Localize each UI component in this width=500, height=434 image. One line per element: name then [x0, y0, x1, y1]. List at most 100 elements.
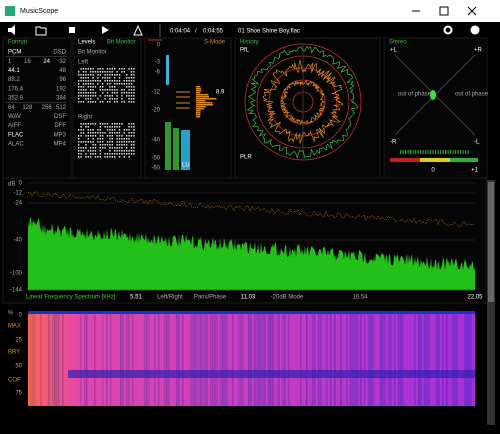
- spectrogram-stripe: [290, 311, 292, 406]
- format-option[interactable]: 352.8: [8, 96, 24, 102]
- spectrogram-stripe: [140, 311, 142, 406]
- format-option[interactable]: 256: [42, 105, 53, 111]
- format-option[interactable]: 128: [22, 105, 33, 111]
- spectrogram-stripe: [444, 311, 446, 406]
- format-option[interactable]: PCM: [8, 50, 21, 56]
- format-option[interactable]: DFF: [54, 123, 66, 129]
- spectrogram-stripe: [430, 311, 432, 406]
- info-button[interactable]: [470, 25, 480, 35]
- channel-label: Left: [78, 60, 88, 66]
- bit-cell: [87, 126, 89, 128]
- format-option[interactable]: 96: [59, 77, 66, 83]
- bit-cell: [104, 144, 106, 146]
- histogram-bar: [196, 88, 201, 90]
- settings-button[interactable]: [443, 25, 453, 35]
- bit-cell: [130, 86, 133, 88]
- format-option[interactable]: ALAC: [8, 142, 24, 148]
- bit-cell: [99, 101, 101, 103]
- correlation-tick: [407, 150, 409, 154]
- maximize-button[interactable]: [439, 6, 449, 16]
- bit-cell: [109, 71, 111, 73]
- bit-cell: [106, 68, 109, 70]
- bit-cell: [114, 86, 116, 88]
- bit-cell: [114, 132, 116, 134]
- histogram-bar: [196, 106, 206, 108]
- duration-time: 0:04:55: [203, 29, 224, 35]
- format-option[interactable]: DSF: [54, 114, 66, 120]
- spectrogram-stripe: [240, 311, 242, 406]
- spectrogram-stripe: [100, 311, 102, 406]
- spectrogram-stripe: [468, 311, 470, 406]
- spectrogram-stripe: [390, 311, 392, 406]
- bit-cell: [128, 80, 130, 82]
- histogram-bar: [196, 112, 201, 114]
- open-button[interactable]: [35, 26, 47, 36]
- eject-button[interactable]: [133, 24, 143, 36]
- format-option[interactable]: WAV: [8, 114, 21, 120]
- histogram-bar: [196, 94, 209, 96]
- spectrogram-stripe: [132, 311, 134, 406]
- correlation-tick: [420, 150, 422, 154]
- play-button[interactable]: [102, 26, 109, 34]
- format-option[interactable]: 512: [56, 105, 67, 111]
- bit-cell: [82, 129, 85, 131]
- format-option[interactable]: MP4: [54, 142, 67, 148]
- format-option[interactable]: DSD: [53, 50, 66, 56]
- bit-cell: [85, 77, 87, 79]
- bit-cell: [82, 92, 85, 94]
- format-option[interactable]: 32: [59, 59, 66, 65]
- bit-cell: [99, 144, 101, 146]
- spectrogram-stripe: [214, 311, 216, 406]
- format-option[interactable]: 24: [43, 59, 50, 65]
- format-option[interactable]: 176.4: [8, 86, 24, 92]
- format-option[interactable]: 1: [8, 59, 12, 65]
- spectrum-label: 22.05: [467, 295, 483, 301]
- close-button[interactable]: [467, 6, 477, 16]
- bit-cell: [78, 86, 80, 88]
- format-option[interactable]: FLAC: [8, 132, 24, 138]
- meter-scale: -60: [151, 166, 160, 172]
- bit-cell: [109, 150, 111, 152]
- scrollbar[interactable]: [487, 180, 495, 425]
- bit-cell: [99, 141, 101, 143]
- correlation-tick: [422, 150, 424, 154]
- meter-unit: LU: [182, 163, 190, 169]
- format-option[interactable]: 384: [56, 96, 67, 102]
- bit-cell: [102, 89, 104, 91]
- spectrogram-stripe: [426, 311, 428, 406]
- format-option[interactable]: 48: [59, 68, 66, 74]
- format-option[interactable]: 64: [8, 105, 15, 111]
- bit-cell: [126, 150, 128, 152]
- stop-button[interactable]: [69, 27, 75, 33]
- spectrogram-stripe: [94, 311, 96, 406]
- spectrum-tick: -100: [10, 271, 23, 277]
- bit-cell: [114, 83, 116, 85]
- correlation-tick: [445, 150, 447, 154]
- spectrogram-stripe: [366, 311, 368, 406]
- bit-cell: [118, 144, 121, 146]
- format-option[interactable]: 88.2: [8, 77, 20, 83]
- bit-cell: [128, 135, 130, 137]
- spectrogram-stripe: [396, 311, 398, 406]
- format-option[interactable]: 16: [24, 59, 31, 65]
- bit-cell: [121, 147, 123, 149]
- format-option[interactable]: AIFF: [8, 123, 21, 129]
- scrollbar-thumb[interactable]: [488, 182, 494, 302]
- format-option[interactable]: MP3: [54, 132, 67, 138]
- bit-cell: [90, 101, 92, 103]
- volume-button[interactable]: [8, 25, 15, 35]
- spectrogram-stripe: [378, 311, 380, 406]
- format-option[interactable]: 192: [56, 86, 67, 92]
- spectrogram-stripe: [248, 311, 250, 406]
- bit-cell: [104, 123, 106, 125]
- bit-cell: [128, 138, 130, 140]
- bit-cell: [78, 95, 80, 97]
- format-option[interactable]: 44.1: [8, 68, 20, 74]
- bit-cell: [118, 123, 121, 125]
- spectrogram-stripe: [448, 311, 450, 406]
- bit-cell: [87, 138, 89, 140]
- bit-cell: [116, 135, 118, 137]
- bit-cell: [109, 135, 111, 137]
- history-trace: [279, 80, 326, 125]
